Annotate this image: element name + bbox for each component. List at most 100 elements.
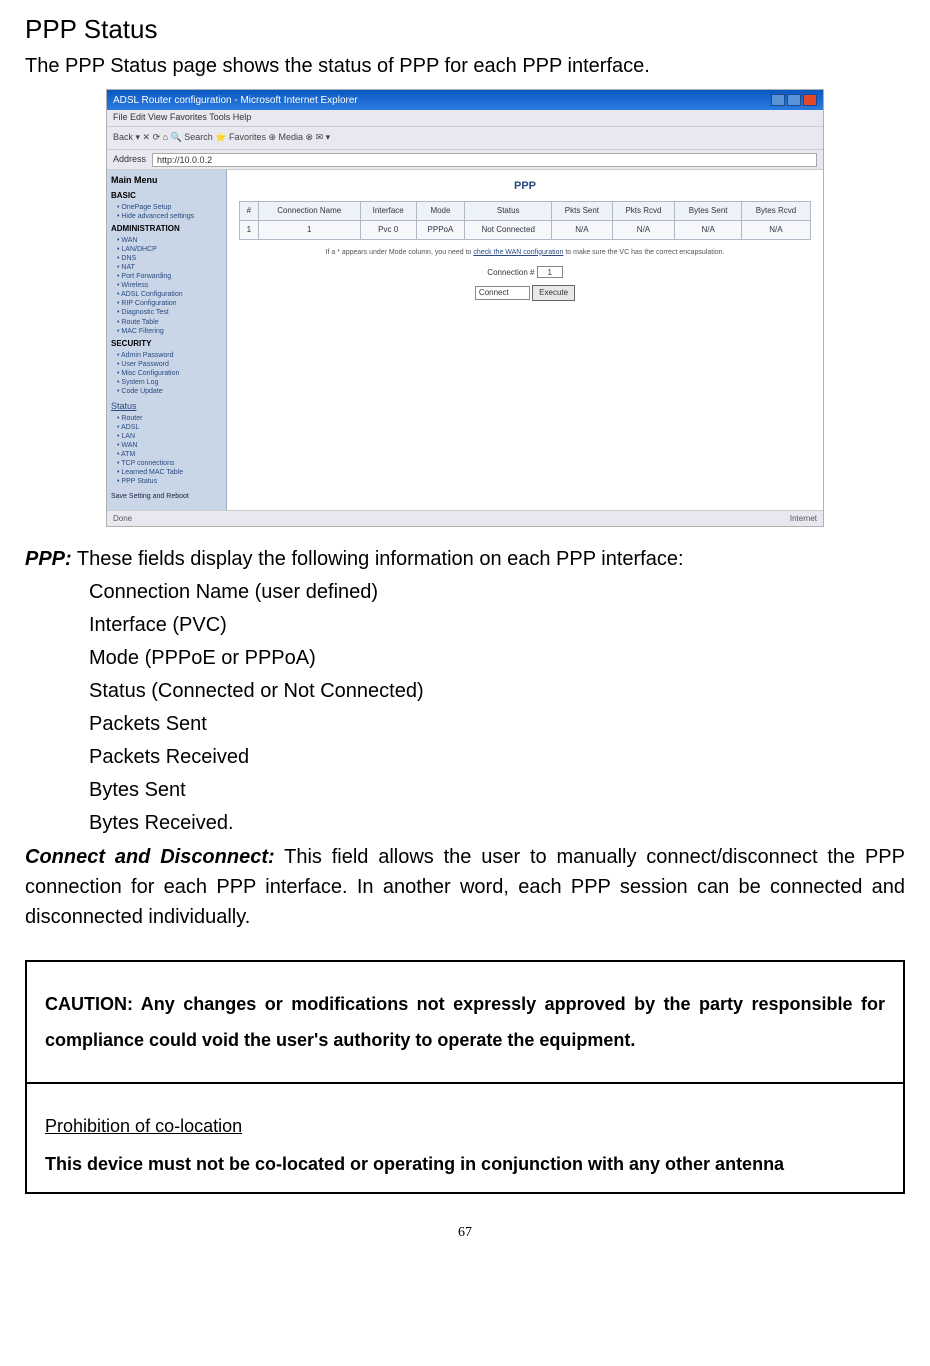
desc-item: Bytes Sent [89,775,905,805]
address-input[interactable]: http://10.0.0.2 [152,153,817,167]
sidebar-item[interactable]: RIP Configuration [117,299,222,308]
execute-row: Connect Execute [239,285,811,301]
ppp-description: PPP: These fields display the following … [25,544,905,838]
connection-label: Connection # [487,268,534,277]
connection-row: Connection # 1 [239,266,811,279]
table-header-row: # Connection Name Interface Mode Status … [240,201,811,220]
sidebar-item[interactable]: Wireless [117,281,222,290]
ppp-intro: These fields display the following infor… [72,548,684,570]
th: Status [465,201,552,220]
td: 1 [240,220,259,239]
desc-item: Interface (PVC) [89,610,905,640]
th: Interface [360,201,416,220]
sidebar-item[interactable]: OnePage Setup [117,203,222,212]
intro-text: The PPP Status page shows the status of … [25,51,905,81]
td: N/A [612,220,675,239]
sidebar-item[interactable]: PPP Status [117,477,222,486]
sidebar-item[interactable]: Code Update [117,387,222,396]
note-post: to make sure the VC has the correct enca… [563,249,724,256]
status-left: Done [113,513,132,524]
desc-item: Mode (PPPoE or PPPoA) [89,643,905,673]
sidebar-item[interactable]: LAN/DHCP [117,245,222,254]
sidebar-title: Main Menu [111,174,222,188]
addressbar: Address http://10.0.0.2 [107,150,823,170]
sidebar-item[interactable]: Diagnostic Test [117,308,222,317]
th: Bytes Rcvd [741,201,810,220]
desc-item: Packets Sent [89,709,905,739]
maximize-icon[interactable] [787,94,801,106]
sidebar-item[interactable]: ADSL [117,423,222,432]
td: 1 [258,220,360,239]
sidebar-item[interactable]: Hide advanced settings [117,212,222,221]
sidebar-item[interactable]: WAN [117,441,222,450]
sidebar-item[interactable]: User Password [117,360,222,369]
ppp-heading: PPP [239,178,811,195]
desc-item: Bytes Received. [89,808,905,838]
note-text: If a * appears under Mode column, you ne… [239,248,811,259]
td: Not Connected [465,220,552,239]
td: N/A [741,220,810,239]
th: Bytes Sent [675,201,742,220]
window-title: ADSL Router configuration - Microsoft In… [113,93,358,108]
sidebar-item[interactable]: Router [117,414,222,423]
table-row: 1 1 Pvc 0 PPPoA Not Connected N/A N/A N/… [240,220,811,239]
sidebar-item[interactable]: Port Forwarding [117,272,222,281]
sidebar-item[interactable]: WAN [117,236,222,245]
prohibition-box: Prohibition of co-location This device m… [25,1084,905,1194]
sidebar-item[interactable]: NAT [117,263,222,272]
cd-label: Connect and Disconnect: [25,846,275,868]
desc-item: Packets Received [89,742,905,772]
sidebar-item[interactable]: TCP connections [117,459,222,468]
save-reboot-link[interactable]: Save Setting and Reboot [111,492,222,503]
connect-select[interactable]: Connect [475,286,530,300]
main-panel: PPP # Connection Name Interface Mode Sta… [227,170,823,510]
close-icon[interactable] [803,94,817,106]
sidebar-item[interactable]: MAC Filtering [117,327,222,336]
th: Pkts Rcvd [612,201,675,220]
address-label: Address [113,153,146,167]
browser-screenshot: ADSL Router configuration - Microsoft In… [106,89,824,527]
note-link[interactable]: check the WAN configuration [473,249,563,256]
minimize-icon[interactable] [771,94,785,106]
screenshot-container: ADSL Router configuration - Microsoft In… [25,89,905,536]
sidebar-head-basic: BASIC [111,190,222,202]
ppp-table: # Connection Name Interface Mode Status … [239,201,811,240]
desc-item: Connection Name (user defined) [89,577,905,607]
menubar[interactable]: File Edit View Favorites Tools Help [107,110,823,126]
td: N/A [675,220,742,239]
sidebar-item[interactable]: ATM [117,450,222,459]
page-title: PPP Status [25,10,905,49]
statusbar: Done Internet [107,510,823,526]
td: Pvc 0 [360,220,416,239]
caution-box: CAUTION: Any changes or modifications no… [25,960,905,1084]
desc-item: Status (Connected or Not Connected) [89,676,905,706]
sidebar-admin-list: WAN LAN/DHCP DNS NAT Port Forwarding Wir… [111,236,222,336]
status-right: Internet [790,513,817,524]
th: Pkts Sent [552,201,612,220]
sidebar-item[interactable]: Learned MAC Table [117,468,222,477]
sidebar-head-security: SECURITY [111,338,222,350]
sidebar-item[interactable]: DNS [117,254,222,263]
th: # [240,201,259,220]
sidebar-item[interactable]: Route Table [117,318,222,327]
th: Connection Name [258,201,360,220]
sidebar-head-admin: ADMINISTRATION [111,223,222,235]
th: Mode [416,201,465,220]
sidebar-item[interactable]: System Log [117,378,222,387]
sidebar-security-list: Admin Password User Password Misc Config… [111,351,222,396]
page-number: 67 [25,1222,905,1243]
sidebar: Main Menu BASIC OnePage Setup Hide advan… [107,170,227,510]
sidebar-head-status[interactable]: Status [111,400,222,414]
connection-input[interactable]: 1 [537,266,563,278]
sidebar-item[interactable]: ADSL Configuration [117,290,222,299]
sidebar-item[interactable]: Admin Password [117,351,222,360]
window-buttons [771,94,817,106]
prohibition-title: Prohibition of co-location [45,1108,885,1144]
sidebar-item[interactable]: LAN [117,432,222,441]
sidebar-item[interactable]: Misc Configuration [117,369,222,378]
toolbar[interactable]: Back ▾ ✕ ⟳ ⌂ 🔍 Search ⭐ Favorites ⊕ Medi… [107,126,823,150]
sidebar-status-list: Router ADSL LAN WAN ATM TCP connections … [111,414,222,487]
content-area: Main Menu BASIC OnePage Setup Hide advan… [107,170,823,510]
note-pre: If a * appears under Mode column, you ne… [326,249,474,256]
execute-button[interactable]: Execute [532,285,575,301]
